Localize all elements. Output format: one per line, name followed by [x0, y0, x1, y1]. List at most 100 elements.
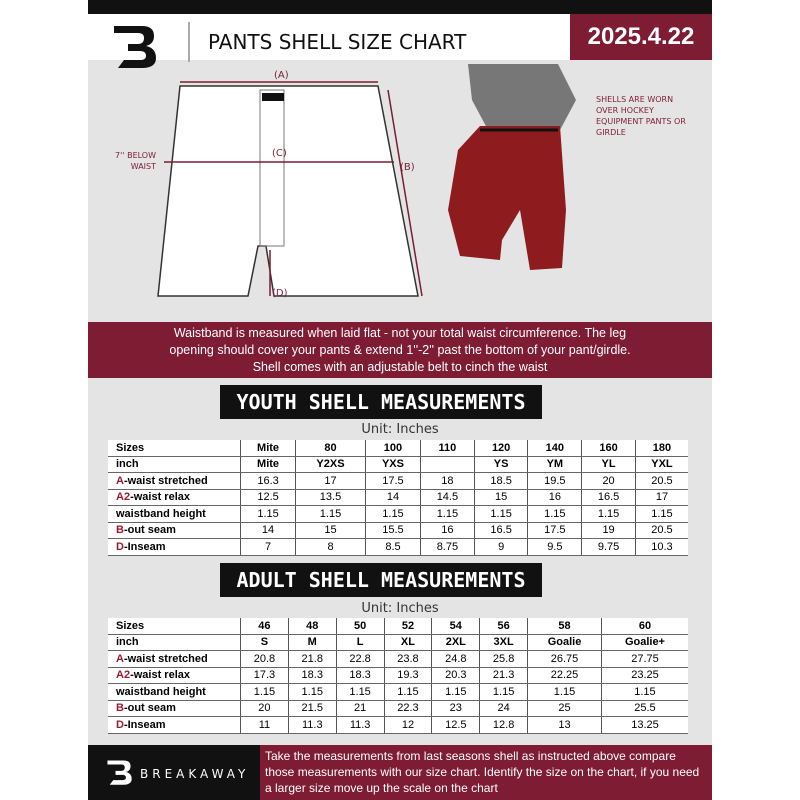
table-cell: 3XL — [479, 634, 529, 651]
table-cell: 1.15 — [336, 683, 385, 701]
table-cell: 17.5 — [365, 472, 422, 490]
table-cell: 1.15 — [527, 683, 602, 701]
measure-code: B — [116, 524, 124, 537]
table-cell: Goalie+ — [601, 634, 688, 651]
table-cell: 1.15 — [635, 505, 688, 523]
measure-name: waistband height — [116, 685, 206, 698]
table-row: A-waist stretched 16.3 17 17.5 18 18.5 19.5 20 2… — [108, 472, 688, 490]
table-cell: 18 — [420, 472, 475, 490]
top-bar — [88, 0, 712, 14]
table-cell: 16.5 — [474, 522, 529, 539]
table-cell: 1.15 — [240, 505, 297, 523]
youth-unit: Unit: Inches — [361, 422, 439, 437]
table-cell: 2XL — [431, 634, 481, 651]
table-cell: 80 — [295, 440, 366, 457]
row-label: Sizes — [108, 440, 241, 457]
table-cell: 1.15 — [601, 683, 688, 701]
table-cell: 120 — [474, 440, 529, 457]
breakaway-logo-icon — [114, 26, 156, 68]
instruction-line: Shell comes with an adjustable belt to c… — [252, 360, 548, 374]
table-cell: 1.15 — [365, 505, 422, 523]
row-label: waistband height — [108, 505, 241, 523]
instruction-line: opening should cover your pants & extend… — [169, 343, 631, 357]
table-cell: 54 — [431, 618, 481, 635]
table-cell: 15 — [474, 489, 529, 506]
footer-brand: BREAKAWAY — [88, 745, 260, 800]
table-cell: 18.3 — [288, 667, 337, 684]
table-cell: M — [288, 634, 337, 651]
table-cell — [420, 456, 475, 473]
table-cell: 1.15 — [384, 683, 433, 701]
measure-code: A — [116, 474, 124, 487]
row-label: B-out seam — [108, 522, 241, 539]
table-cell: Mite — [240, 456, 297, 473]
table-cell: YXL — [635, 456, 688, 473]
table-cell: 17 — [295, 472, 366, 490]
label-c: (C) — [272, 148, 287, 159]
table-cell: 21 — [336, 700, 385, 717]
measure-code: D — [116, 718, 124, 731]
table-cell: 1.15 — [295, 505, 366, 523]
table-cell: 100 — [365, 440, 422, 457]
table-cell: 16.3 — [240, 472, 297, 490]
measure-name: -Inseam — [123, 718, 166, 731]
table-cell: 58 — [527, 618, 602, 635]
table-cell: 25.8 — [479, 650, 529, 668]
measure-name: -waist relax — [130, 669, 190, 682]
table-cell: 14.5 — [420, 489, 475, 506]
table-cell: 1.15 — [420, 505, 475, 523]
measure-name: Sizes — [116, 619, 145, 632]
measure-code: A — [116, 652, 124, 665]
adult-section-title: ADULT SHELL MEASUREMENTS — [220, 563, 542, 597]
measure-name: -out seam — [123, 702, 176, 715]
table-cell: 22.3 — [384, 700, 433, 717]
table-cell: 20.5 — [635, 522, 688, 539]
table-cell: 16 — [420, 522, 475, 539]
table-cell: 20 — [581, 472, 636, 490]
measure-name: -Inseam — [123, 540, 166, 553]
table-row: D-Inseam 7 8 8.5 8.75 9 9.5 9.75 10.3 — [108, 538, 688, 556]
table-cell: 20.3 — [431, 667, 481, 684]
table-cell: 46 — [240, 618, 289, 635]
table-cell: 140 — [527, 440, 583, 457]
measure-name: -out seam — [123, 524, 176, 537]
label-b: (B) — [400, 162, 415, 173]
measure-name: inch — [116, 458, 139, 471]
instruction-line: Waistband is measured when laid flat - n… — [173, 326, 627, 340]
table-cell: 8 — [295, 538, 366, 556]
table-cell: 1.15 — [581, 505, 636, 523]
measure-name: waistband height — [116, 507, 206, 520]
label-a: (A) — [274, 70, 289, 81]
table-cell: 11 — [240, 716, 289, 734]
footer-instructions: Take the measurements from last seasons … — [260, 745, 712, 800]
measure-name: -waist stretched — [123, 474, 208, 487]
table-cell: 160 — [581, 440, 636, 457]
table-cell: YL — [581, 456, 636, 473]
row-label: A2-waist relax — [108, 489, 241, 506]
table-cell: 23.8 — [384, 650, 433, 668]
table-cell: 1.15 — [240, 683, 289, 701]
shell-note: SHELLS ARE WORN OVER HOCKEY EQUIPMENT PA… — [596, 95, 686, 137]
table-cell: 20.5 — [635, 472, 688, 490]
row-label: Sizes — [108, 618, 241, 635]
table-cell: 19 — [581, 522, 636, 539]
table-cell: 18.5 — [474, 472, 529, 490]
table-cell: 12.5 — [431, 716, 481, 734]
row-label: D-Inseam — [108, 538, 241, 556]
date-badge: 2025.4.22 — [570, 14, 712, 60]
table-cell: 50 — [336, 618, 385, 635]
table-row: Sizes Mite 80 100 110 120 140 160 180 — [108, 440, 688, 457]
measure-code: A2 — [116, 669, 131, 682]
table-cell: 12.5 — [240, 489, 297, 506]
table-row: inch S M L XL 2XL 3XL Goalie Goalie+ — [108, 634, 688, 651]
table-cell: 19.3 — [384, 667, 433, 684]
table-cell: 15.5 — [365, 522, 422, 539]
table-row: inch Mite Y2XS YXS YS YM YL YXL — [108, 456, 688, 473]
table-row: A2-waist relax 17.3 18.3 18.3 19.3 20.3 21.3 22… — [108, 667, 688, 684]
table-cell: 17.3 — [240, 667, 289, 684]
table-cell: 8.5 — [365, 538, 422, 556]
row-label: B-out seam — [108, 700, 241, 717]
table-cell: 13 — [527, 716, 602, 734]
table-cell: 17.5 — [527, 522, 583, 539]
